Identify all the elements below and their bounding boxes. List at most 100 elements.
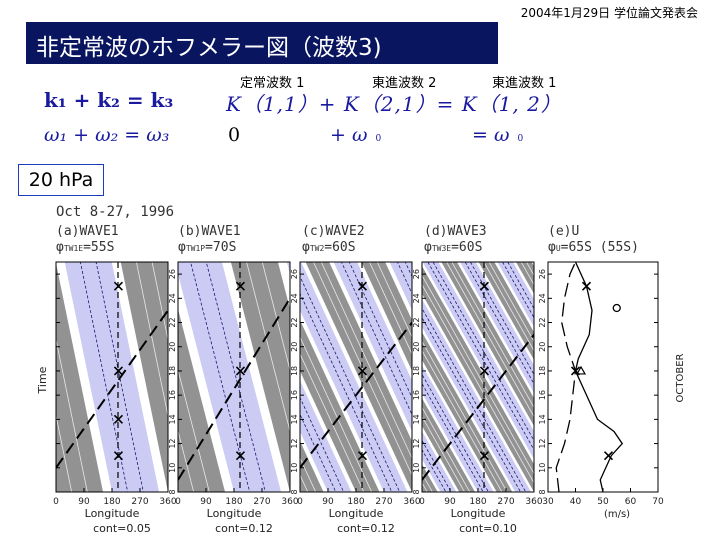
x-marker	[235, 451, 246, 461]
day-tick-label: 24	[290, 293, 299, 303]
negative-contour	[0, 250, 61, 504]
panel-bands	[0, 250, 720, 504]
panel-e	[547, 261, 659, 493]
panel-c-phi-sub: TW2	[309, 244, 325, 253]
x-marker	[113, 451, 124, 461]
positive-contour	[422, 415, 466, 492]
day-tick-label: 10	[412, 463, 421, 473]
negative-contour	[190, 262, 251, 492]
u-tick-label: 30	[542, 497, 554, 507]
positive-anomaly-band	[515, 262, 534, 294]
u-x-marker	[603, 451, 614, 461]
negative-anomaly-band	[0, 250, 21, 504]
panel-a-phi: φTW1E=55S	[56, 240, 114, 255]
negative-anomaly-band	[664, 250, 720, 504]
positive-contour	[151, 262, 168, 342]
panel-e-phi-sub: U	[555, 244, 561, 253]
positive-contour	[488, 262, 534, 343]
header-date: 2004年1月29日 学位論文発表会	[520, 6, 698, 20]
positive-contour	[694, 250, 720, 504]
negative-contour	[432, 262, 534, 442]
panel-c	[0, 250, 720, 504]
lon-tick-label: 360	[159, 497, 176, 507]
positive-contour	[178, 429, 195, 492]
day-tick-label: 26	[290, 269, 299, 279]
panel-e-phi-symbol: φ	[548, 240, 556, 255]
positive-anomaly-band	[422, 464, 438, 492]
x-marker	[479, 451, 490, 461]
label-stationary-wave1: 定常波数 1	[240, 76, 305, 91]
negative-contour	[300, 292, 393, 492]
positive-contour	[320, 262, 412, 460]
label-eastward-wave1: 東進波数 1	[492, 76, 557, 91]
day-tick-label: 26	[412, 269, 421, 279]
positive-contour	[56, 413, 73, 492]
positive-contour	[135, 262, 168, 418]
positive-contour	[422, 349, 503, 492]
negative-anomaly-band	[300, 380, 352, 492]
day-tick-label: 16	[412, 390, 421, 400]
negative-contour	[300, 275, 401, 492]
panel-xlabel: Longitude	[451, 507, 506, 520]
positive-anomaly-band	[422, 332, 513, 492]
positive-anomaly-band	[692, 250, 720, 504]
positive-contour	[376, 262, 412, 339]
negative-contour	[0, 250, 29, 504]
u-tick-label: 60	[625, 497, 637, 507]
panel-b	[0, 250, 720, 504]
panel-c-phi-val: =60S	[324, 240, 356, 255]
positive-anomaly-band	[361, 262, 412, 371]
positive-anomaly-band	[300, 441, 324, 492]
u-day-tick-label: 22	[538, 317, 547, 327]
positive-anomaly-band	[178, 308, 226, 492]
negative-anomaly-band	[389, 262, 412, 311]
negative-contour	[422, 316, 522, 492]
positive-contour	[691, 250, 720, 504]
panel-bands	[0, 250, 720, 504]
positive-contour	[710, 250, 720, 504]
day-tick-label: 16	[290, 390, 299, 400]
positive-contour	[700, 250, 720, 504]
x-marker	[235, 281, 246, 291]
u-day-tick-label: 10	[538, 463, 547, 473]
panel-bands	[422, 262, 534, 492]
positive-contour	[707, 250, 720, 504]
u-day-tick-label: 20	[538, 342, 547, 352]
x-marker	[113, 414, 124, 424]
negative-contour	[464, 262, 534, 385]
negative-contour	[422, 307, 527, 492]
positive-anomaly-band	[422, 266, 534, 492]
positive-contour	[0, 250, 33, 504]
lon-tick-label: 90	[78, 497, 90, 507]
lon-tick-label: 90	[322, 497, 334, 507]
negative-anomaly-band	[422, 299, 532, 492]
negative-contour	[79, 262, 129, 492]
figure-period: Oct 8-27, 1996	[56, 204, 175, 220]
negative-contour	[0, 250, 18, 504]
u-tick-label: 70	[652, 497, 664, 507]
lon-tick-label: 270	[375, 497, 392, 507]
positive-contour	[422, 283, 534, 484]
panel-e-phi: φU=65S (55S)	[548, 240, 639, 255]
positive-anomaly-band	[230, 262, 290, 492]
panel-b-phi-sub: TW1P	[185, 244, 206, 253]
day-tick-label: 8	[168, 489, 177, 494]
u-day-tick-label: 16	[538, 390, 547, 400]
day-tick-label: 22	[168, 317, 177, 327]
lon-tick-label: 180	[469, 497, 486, 507]
panel-c-phi-symbol: φ	[302, 240, 310, 255]
positive-contour	[300, 457, 317, 492]
negative-contour	[205, 262, 266, 492]
panel-a	[0, 250, 720, 504]
u-tick-label: 50	[597, 497, 609, 507]
day-tick-label: 24	[168, 293, 177, 303]
panel-contour-interval: cont=0.12	[337, 522, 395, 535]
eq-omega-sub: 0	[517, 134, 524, 144]
negative-contour	[0, 250, 13, 504]
lon-tick-label: 270	[253, 497, 270, 507]
u-day-tick-label: 18	[538, 366, 547, 376]
positive-contour	[451, 262, 534, 409]
slide-title: 非定常波のホフメラー図（波数3)	[36, 35, 382, 61]
lon-tick-label: 90	[444, 497, 456, 507]
level-box: 20 hPa	[18, 164, 104, 196]
